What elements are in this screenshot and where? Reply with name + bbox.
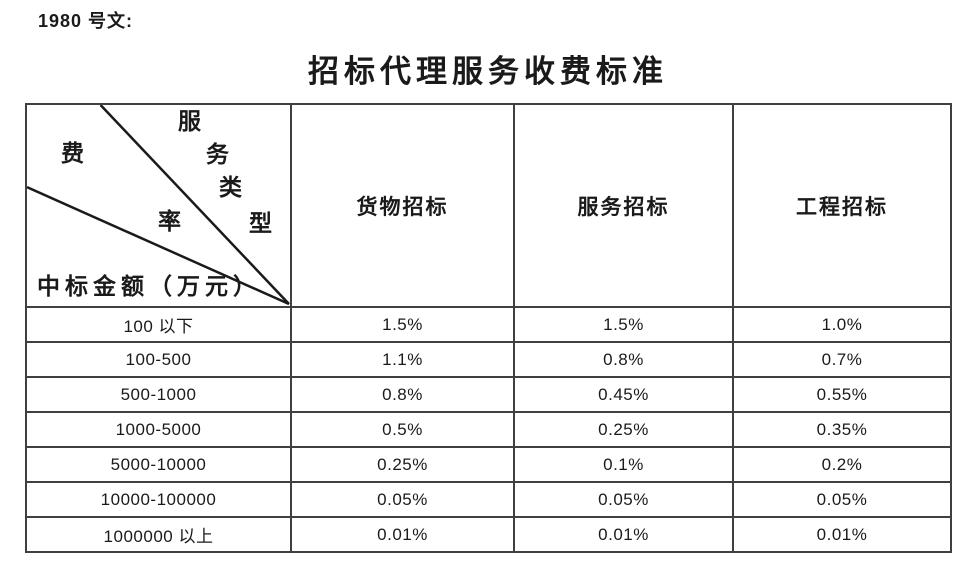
column-header-goods: 货物招标 (290, 103, 515, 308)
table-row: 1000000 以上 0.01% 0.01% 0.01% (25, 516, 952, 553)
rate-cell: 0.35% (732, 411, 952, 448)
rate-cell: 0.25% (513, 411, 734, 448)
amount-range-cell: 100-500 (25, 341, 292, 378)
corner-axis-char: 务 (206, 142, 229, 167)
corner-axis-char: 率 (158, 209, 181, 234)
table-row: 500-1000 0.8% 0.45% 0.55% (25, 376, 952, 413)
rate-cell: 1.1% (290, 341, 515, 378)
rate-cell: 0.05% (513, 481, 734, 518)
corner-axis-char: 费 (61, 141, 84, 166)
amount-range-cell: 100 以下 (25, 306, 292, 343)
rate-cell: 0.01% (513, 516, 734, 553)
table-row: 10000-100000 0.05% 0.05% 0.05% (25, 481, 952, 518)
amount-range-cell: 1000-5000 (25, 411, 292, 448)
rate-cell: 1.0% (732, 306, 952, 343)
rate-cell: 1.5% (513, 306, 734, 343)
table-row: 100 以下 1.5% 1.5% 1.0% (25, 306, 952, 343)
table-row: 5000-10000 0.25% 0.1% 0.2% (25, 446, 952, 483)
rate-cell: 0.8% (290, 376, 515, 413)
column-header-service: 服务招标 (513, 103, 734, 308)
rate-cell: 0.45% (513, 376, 734, 413)
diagonal-corner-cell: 服 务 类 型 费 率 中标金额（万元） (25, 103, 292, 308)
rate-cell: 0.8% (513, 341, 734, 378)
rate-cell: 0.01% (290, 516, 515, 553)
corner-axis-char: 服 (178, 109, 201, 134)
rate-cell: 0.55% (732, 376, 952, 413)
rate-cell: 0.7% (732, 341, 952, 378)
rate-cell: 0.2% (732, 446, 952, 483)
corner-axis-char: 型 (249, 211, 272, 236)
table-row: 100-500 1.1% 0.8% 0.7% (25, 341, 952, 378)
rate-cell: 0.1% (513, 446, 734, 483)
diagonal-divider-lines (28, 106, 289, 305)
table-header-row: 服 务 类 型 费 率 中标金额（万元） 货物招标 服务招标 工程招标 (25, 103, 952, 308)
amount-range-cell: 500-1000 (25, 376, 292, 413)
amount-range-cell: 10000-100000 (25, 481, 292, 518)
rate-cell: 1.5% (290, 306, 515, 343)
amount-range-cell: 5000-10000 (25, 446, 292, 483)
rate-cell: 0.05% (732, 481, 952, 518)
page-title: 招标代理服务收费标准 (308, 54, 668, 89)
table-row: 1000-5000 0.5% 0.25% 0.35% (25, 411, 952, 448)
rate-cell: 0.25% (290, 446, 515, 483)
rate-cell: 0.5% (290, 411, 515, 448)
row-axis-label: 中标金额（万元） (37, 274, 261, 299)
fee-standard-table: 服 务 类 型 费 率 中标金额（万元） 货物招标 服务招标 工程招标 100 … (25, 103, 952, 553)
rate-cell: 0.01% (732, 516, 952, 553)
corner-axis-char: 类 (219, 175, 242, 200)
document-number-label: 1980 号文: (38, 11, 134, 31)
amount-range-cell: 1000000 以上 (25, 516, 292, 553)
column-header-engineering: 工程招标 (732, 103, 952, 308)
rate-cell: 0.05% (290, 481, 515, 518)
